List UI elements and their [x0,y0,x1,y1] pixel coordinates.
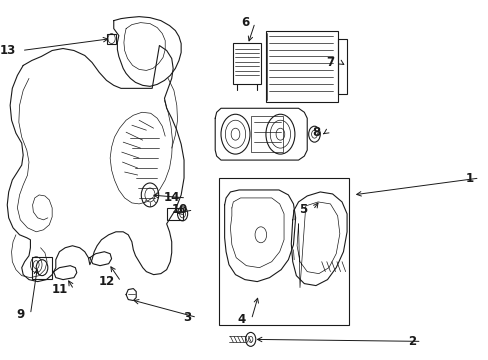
Bar [166,208,182,220]
Text: 11: 11 [52,283,68,296]
Text: 6: 6 [241,16,249,29]
Text: 14: 14 [163,192,180,204]
Bar [265,31,338,102]
Text: 12: 12 [99,275,115,288]
Bar [32,257,52,279]
Bar [107,33,116,44]
Text: 2: 2 [407,335,415,348]
Bar [233,42,260,84]
Text: 4: 4 [237,313,245,326]
Text: 5: 5 [298,203,306,216]
Text: 8: 8 [311,126,320,139]
Text: 13: 13 [0,44,16,57]
Text: 7: 7 [326,56,334,69]
Text: 9: 9 [17,308,24,321]
Bar [219,178,348,325]
Bar [251,116,283,152]
Text: 3: 3 [183,311,191,324]
Bar [338,39,346,94]
Text: 1: 1 [465,171,473,185]
Text: 10: 10 [171,203,187,216]
